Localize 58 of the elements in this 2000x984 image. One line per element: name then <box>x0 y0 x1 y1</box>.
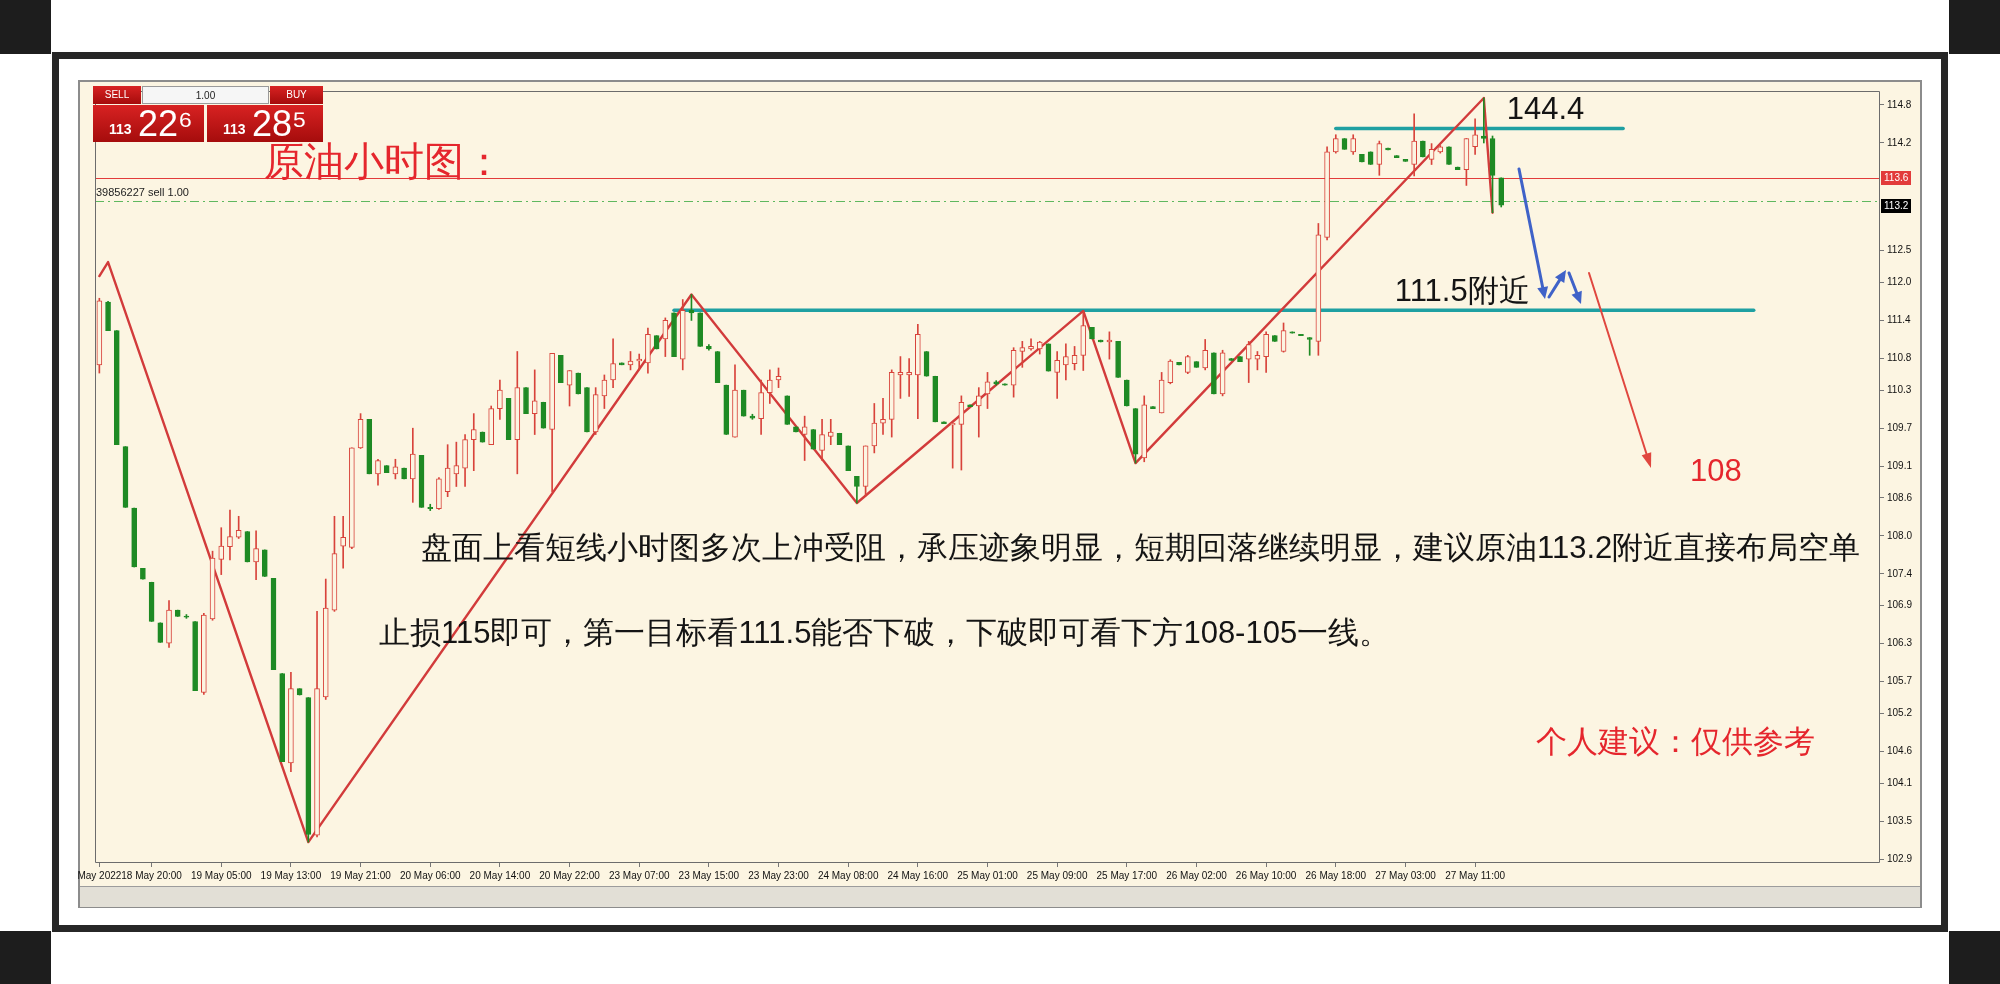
y-tick-label: 104.1 <box>1887 776 1913 788</box>
x-tick-label: 25 May 01:00 <box>957 869 1019 881</box>
x-tick-label: 23 May 23:00 <box>748 869 810 881</box>
series-label: 144.4 <box>1506 91 1585 128</box>
y-tick-label: 106.3 <box>1887 637 1913 649</box>
x-tick-label: 26 May 10:00 <box>1235 869 1297 881</box>
lot-field: 1.00 <box>142 86 269 104</box>
x-tick-label: 26 May 18:00 <box>1305 869 1367 881</box>
y-tick-label: 110.3 <box>1887 383 1912 395</box>
x-tick-label: 24 May 16:00 <box>887 869 949 881</box>
x-tick-label: 19 May 05:00 <box>190 869 252 881</box>
sell-button: 113 22⁶ <box>93 105 204 142</box>
x-tick-label: 23 May 07:00 <box>608 869 670 881</box>
y-tick-label: 109.1 <box>1887 459 1913 471</box>
x-tick-label: 27 May 03:00 <box>1375 869 1437 881</box>
annotation: 个人建议：仅供参考 <box>1536 724 1815 760</box>
y-tick-label: 111.4 <box>1887 314 1911 326</box>
y-tick-label: 105.7 <box>1887 675 1913 687</box>
annotation: 113 22⁶ <box>109 104 193 144</box>
y-tick-label: 112.0 <box>1887 276 1912 288</box>
x-tick-label: 20 May 22:00 <box>539 869 601 881</box>
x-tick-label: 20 May 06:00 <box>399 869 461 881</box>
x-tick-label: 20 May 14:00 <box>469 869 531 881</box>
x-tick-label: 24 May 08:00 <box>817 869 879 881</box>
sell-tab: SELL <box>93 86 141 104</box>
y-tick-label: 102.9 <box>1887 852 1913 864</box>
ref-line-label: 113.6 <box>1881 170 1912 185</box>
x-tick-label: 18 May 20:00 <box>121 869 183 881</box>
y-tick-label: 105.2 <box>1887 707 1913 719</box>
x-tick-label: 19 May 21:00 <box>330 869 392 881</box>
y-tick-label: 109.7 <box>1887 421 1913 433</box>
y-tick-label: 114.8 <box>1887 98 1912 110</box>
annotation: 113.2 <box>1881 199 1912 214</box>
annotation: 盘面上看短线小时图多次上冲受阻，承压迹象明显，短期回落继续明显，建议原油113.2附近直接布局空单 <box>421 530 1861 566</box>
y-tick-label: 107.4 <box>1887 567 1913 579</box>
y-tick-label: 103.5 <box>1887 814 1913 826</box>
annotation: 108 <box>1690 453 1742 489</box>
y-tick-label: 104.6 <box>1887 745 1913 757</box>
x-tick-label: May 2022 <box>77 869 122 881</box>
annotation: BUY <box>285 89 308 100</box>
series-label: 111.5附近 <box>1394 273 1530 310</box>
x-tick-label: 25 May 09:00 <box>1026 869 1088 881</box>
annotation: 1.00 <box>194 90 217 101</box>
x-tick-label: 25 May 17:00 <box>1096 869 1158 881</box>
x-tick-label: 23 May 15:00 <box>678 869 740 881</box>
buy-tab: BUY <box>270 86 323 104</box>
x-tick-label: 19 May 13:00 <box>260 869 322 881</box>
y-tick-label: 112.5 <box>1887 244 1912 256</box>
y-tick-label: 108.0 <box>1887 529 1913 541</box>
x-tick-label: 26 May 02:00 <box>1166 869 1228 881</box>
y-tick-label: 110.8 <box>1887 352 1912 364</box>
y-tick-label: 106.9 <box>1887 599 1913 611</box>
annotation: SELL <box>103 89 131 100</box>
x-tick-label: 27 May 11:00 <box>1445 869 1506 881</box>
buy-button: 113 28⁵ <box>207 105 323 142</box>
y-tick-label: 108.6 <box>1887 491 1913 503</box>
ref-line-label: 39856227 sell 1.00 <box>96 186 189 199</box>
y-tick-label: 114.2 <box>1887 136 1912 148</box>
